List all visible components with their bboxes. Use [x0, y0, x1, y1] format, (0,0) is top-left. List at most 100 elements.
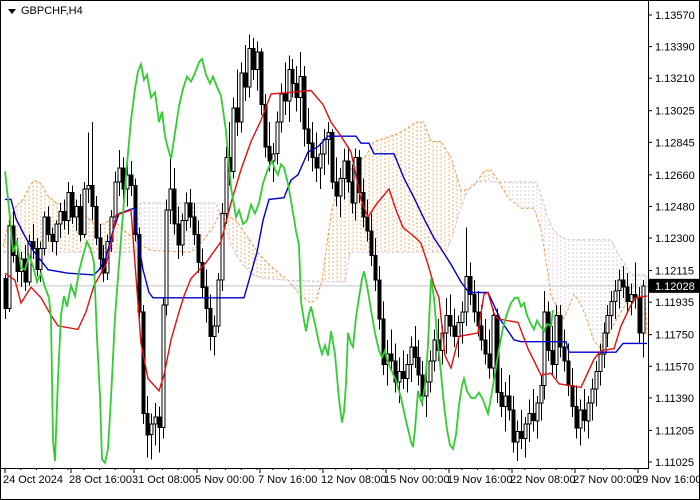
candle-body [90, 184, 95, 207]
y-axis-label: 1.13025 [655, 106, 695, 118]
candle-body [617, 279, 622, 292]
y-axis-label: 1.13570 [655, 10, 695, 22]
candle-body [527, 413, 532, 425]
candle-body [58, 211, 63, 225]
candle-body [15, 255, 20, 272]
y-axis-label: 1.11025 [655, 457, 694, 469]
candle-body [216, 279, 221, 327]
candle-body [196, 234, 201, 264]
candle-body [531, 413, 536, 422]
candle-body [393, 360, 398, 383]
candle-body [235, 107, 240, 123]
candle-body [507, 395, 512, 411]
candle-body [448, 314, 453, 327]
candle-body [176, 223, 181, 246]
candle-body [98, 237, 103, 260]
candle-body [94, 205, 99, 239]
candle-body [609, 300, 614, 316]
candle-body [535, 402, 540, 422]
candle-body [487, 353, 492, 369]
candle-body [625, 286, 630, 302]
candle-body [629, 293, 634, 302]
candle-body [267, 146, 272, 162]
candle-body [389, 353, 394, 362]
y-axis-label: 1.11750 [655, 330, 694, 342]
candle-body [511, 409, 516, 443]
candle-body [397, 371, 402, 383]
y-axis-label: 1.12480 [655, 201, 695, 213]
x-axis-label: 7 Nov 16:00 [258, 474, 317, 486]
candle-body [263, 104, 268, 148]
candle-body [405, 364, 410, 380]
chart-menu-triangle-icon[interactable] [8, 8, 16, 14]
candle-body [78, 205, 83, 235]
candle-body [184, 202, 189, 221]
candle-body [365, 216, 370, 232]
candle-body [566, 360, 571, 387]
candle-body [137, 234, 142, 313]
candle-body [468, 276, 473, 295]
candle-body [562, 346, 567, 362]
candle-body [578, 409, 583, 429]
candle-body [373, 255, 378, 281]
candle-body [554, 314, 559, 365]
candle-body [318, 153, 323, 169]
candle-body [70, 191, 75, 218]
symbol-period-text: GBPCHF,H4 [21, 5, 83, 17]
candle-body [66, 191, 71, 221]
candle-body [157, 416, 162, 429]
candle-body [86, 184, 91, 190]
candle-body [613, 290, 618, 302]
candle-body [503, 395, 508, 408]
y-axis-label: 1.11935 [655, 297, 694, 309]
candle-body [251, 47, 256, 71]
candle-body [62, 211, 67, 221]
candle-body [452, 325, 457, 337]
current-price-badge-text: 1.12028 [655, 281, 695, 293]
y-axis-label: 1.11390 [655, 393, 694, 405]
candle-body [3, 278, 8, 309]
candle-body [255, 51, 260, 71]
candle-body [586, 402, 591, 422]
candle-body [46, 216, 51, 236]
y-axis-label: 1.12300 [655, 233, 695, 245]
candle-body [641, 285, 646, 334]
candle-body [542, 311, 547, 387]
candle-body [117, 167, 122, 183]
candle-body [491, 314, 496, 369]
candle-body [590, 388, 595, 404]
candle-body [212, 325, 217, 337]
candle-body [259, 51, 264, 106]
y-axis-label: 1.13210 [655, 73, 695, 85]
candle-body [208, 307, 213, 337]
candle-body [444, 314, 449, 334]
y-axis-label: 1.12845 [655, 137, 695, 149]
candle-body [342, 160, 347, 179]
candle-body [558, 314, 563, 348]
candle-body [239, 72, 244, 123]
candle-body [42, 216, 47, 250]
candle-body [290, 68, 295, 85]
candle-body [302, 76, 307, 130]
candle-body [456, 321, 461, 337]
candle-body [188, 202, 193, 218]
candle-body [413, 346, 418, 358]
candle-body [149, 423, 154, 436]
candle-body [416, 357, 421, 376]
chikou-span-line [4, 56, 554, 465]
candle-body [334, 181, 339, 197]
candle-body [200, 262, 205, 288]
candle-body [7, 225, 12, 309]
symbol-period-label: GBPCHF,H4 [8, 5, 83, 17]
candle-body [539, 385, 544, 404]
candle-body [287, 68, 292, 102]
y-axis-label: 1.12660 [655, 170, 695, 182]
candle-body [82, 188, 87, 236]
candle-body [523, 423, 528, 439]
candle-body [515, 430, 520, 443]
candle-body [74, 205, 79, 218]
y-axis-label: 1.11570 [655, 361, 694, 373]
candle-body [220, 213, 225, 281]
